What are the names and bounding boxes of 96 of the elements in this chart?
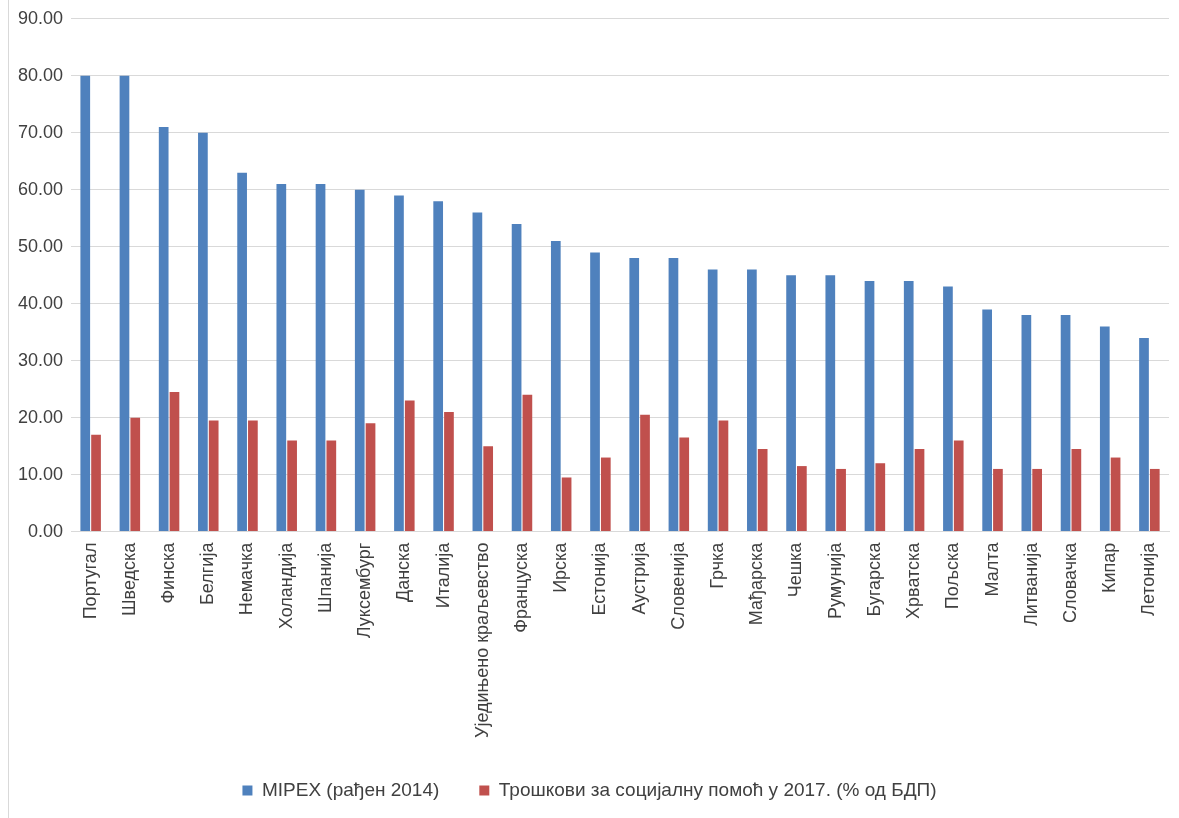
bar — [982, 309, 992, 532]
x-tick-label: Луксембург — [354, 542, 375, 639]
bar — [444, 411, 454, 532]
bar — [864, 280, 875, 532]
x-tick-label: Ирска — [550, 541, 571, 593]
bar — [1060, 315, 1071, 532]
bar — [1139, 337, 1149, 532]
x-tick-label: Уједињено краљевство — [471, 542, 492, 738]
x-tick-label: Аустрија — [628, 541, 649, 615]
bar — [354, 189, 365, 532]
bar — [1071, 448, 1082, 532]
y-tick-label: 0.00 — [28, 520, 64, 541]
bar — [640, 414, 650, 532]
x-tick-label: Данска — [393, 541, 414, 603]
y-tick-label: 10.00 — [18, 463, 64, 484]
x-tick-label: Бугарска — [863, 541, 884, 617]
bar — [248, 420, 258, 532]
x-tick-label: Литванија — [1020, 541, 1041, 627]
bar — [1110, 457, 1121, 532]
bar — [825, 275, 836, 532]
bar — [757, 448, 768, 532]
bar — [786, 275, 796, 532]
y-tick-label: 50.00 — [18, 235, 64, 256]
bar — [433, 201, 444, 532]
x-tick-label: Француска — [510, 541, 531, 633]
bar — [483, 446, 494, 532]
x-tick-label: Малта — [981, 541, 1002, 597]
bar — [718, 420, 729, 532]
y-tick-label: 70.00 — [18, 121, 64, 142]
bar — [953, 440, 964, 532]
bar — [522, 394, 533, 532]
y-tick-label: 40.00 — [18, 292, 64, 313]
bar — [472, 212, 483, 532]
legend-label: MIPEX (рађен 2014) — [261, 778, 440, 800]
x-tick-label: Пољска — [942, 541, 963, 610]
bar — [208, 420, 219, 532]
bar — [237, 172, 247, 532]
bar — [797, 466, 807, 532]
bar — [91, 434, 101, 532]
x-tick-label: Белгија — [197, 541, 218, 605]
bar — [875, 463, 886, 532]
bar — [1099, 326, 1110, 532]
x-tick-label: Немачка — [236, 541, 257, 616]
x-tick-label: Шведска — [118, 541, 139, 616]
bar — [1021, 315, 1032, 532]
x-tick-label: Шпанија — [314, 541, 335, 613]
y-tick-label: 20.00 — [18, 406, 64, 427]
bar — [276, 184, 287, 532]
y-tick-label: 60.00 — [18, 178, 64, 199]
bar — [80, 75, 91, 532]
x-tick-label: Холандија — [275, 541, 296, 630]
y-tick-label: 30.00 — [18, 349, 64, 370]
bar — [130, 417, 141, 532]
bar — [326, 440, 337, 532]
bar — [550, 241, 561, 532]
bar — [561, 477, 572, 532]
x-tick-label: Хрватска — [903, 541, 924, 619]
legend-label: Трошкови за социјалну помоћ у 2017. (% од БДП) — [498, 778, 937, 800]
bar — [903, 280, 914, 532]
bar — [158, 127, 169, 532]
x-tick-label: Румунија — [824, 541, 845, 619]
bar — [1149, 468, 1160, 532]
x-tick-label: Летонија — [1138, 541, 1159, 616]
bar — [511, 223, 522, 532]
bar — [365, 423, 376, 532]
bar — [914, 448, 925, 532]
bar — [943, 286, 953, 532]
bar — [836, 468, 846, 532]
x-tick-label: Финска — [158, 541, 179, 604]
bar — [590, 252, 600, 532]
bar — [629, 258, 640, 532]
bar — [679, 437, 690, 532]
bar — [747, 269, 757, 532]
y-tick-label: 80.00 — [18, 64, 64, 85]
bar — [119, 75, 130, 532]
x-tick-label: Мађарска — [746, 541, 767, 626]
bar — [1032, 468, 1042, 532]
x-tick-label: Грчка — [707, 541, 728, 589]
bar — [315, 184, 326, 532]
bar — [287, 440, 297, 532]
x-tick-label: Кипар — [1099, 542, 1120, 593]
bar — [707, 269, 718, 532]
bar — [993, 468, 1003, 532]
x-tick-label: Словачка — [1059, 541, 1080, 623]
bar — [600, 457, 611, 532]
bar — [169, 392, 180, 532]
x-tick-label: Естонија — [589, 541, 610, 616]
x-tick-label: Италија — [432, 541, 453, 609]
bar — [668, 258, 679, 532]
bar — [198, 132, 208, 532]
x-tick-label: Словенија — [667, 541, 688, 630]
bar — [394, 195, 404, 532]
bar — [404, 400, 415, 532]
x-tick-label: Чешка — [785, 541, 806, 598]
x-tick-label: Португал — [79, 542, 100, 620]
y-tick-label: 90.00 — [18, 7, 64, 28]
